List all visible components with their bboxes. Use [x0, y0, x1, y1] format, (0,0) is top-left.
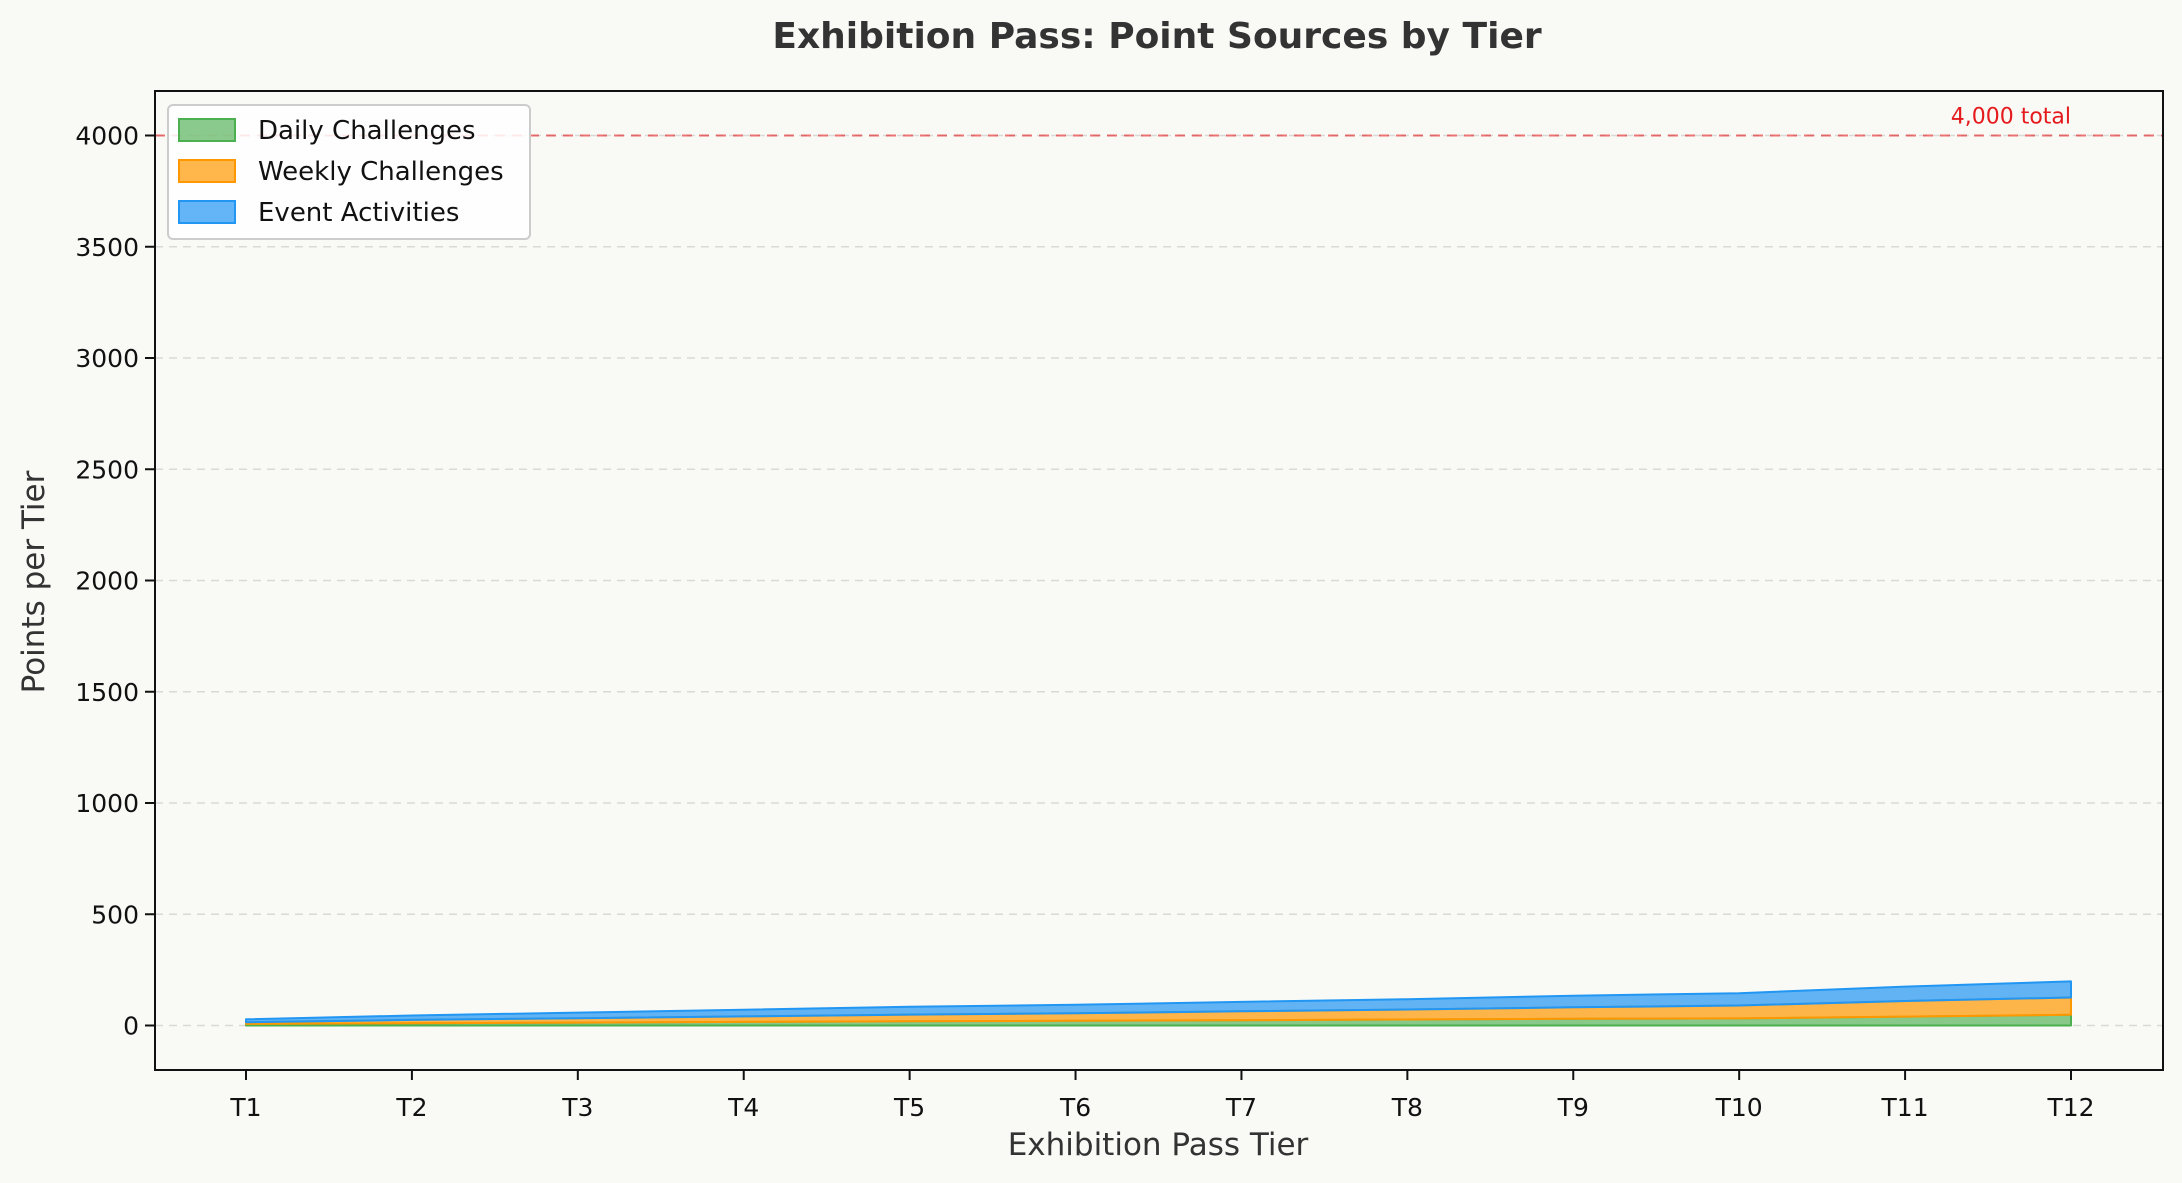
x-axis: T1 T2 T3 T4 T5 T6 T7 T8 T9 T10 T11 T12 [229, 1070, 2095, 1122]
legend-swatch-weekly-challenges [178, 159, 236, 183]
area-series [245, 980, 2072, 1027]
x-tick-label-T7: T7 [1225, 1093, 1257, 1122]
legend-label-weekly-challenges: Weekly Challenges [258, 157, 504, 187]
y-tick-label-500: 500 [91, 900, 139, 929]
y-tick-label-0: 0 [123, 1012, 139, 1041]
x-tick-label-T9: T9 [1557, 1093, 1589, 1122]
legend-label-event-activities: Event Activities [258, 198, 459, 228]
y-tick-label-2000: 2000 [75, 567, 139, 596]
x-tick-label-T10: T10 [1715, 1093, 1763, 1122]
y-tick-label-1000: 1000 [75, 789, 139, 818]
y-tick-label-4000: 4000 [75, 122, 139, 151]
y-tick-label-2500: 2500 [75, 455, 139, 484]
chart-title: Exhibition Pass: Point Sources by Tier [772, 16, 1542, 57]
legend-box [167, 104, 531, 240]
y-tick-label-3000: 3000 [75, 344, 139, 373]
grid-lines [155, 134, 2163, 1027]
x-axis-label: Exhibition Pass Tier [1008, 1127, 1309, 1163]
y-tick-label-1500: 1500 [75, 678, 139, 707]
reference-line-group: 4,000 total [155, 105, 2163, 137]
legend-swatch-daily-challenges [178, 118, 236, 142]
legend-label-daily-challenges: Daily Challenges [258, 116, 476, 146]
x-tick-label-T8: T8 [1391, 1093, 1423, 1122]
x-tick-label-T1: T1 [229, 1093, 261, 1122]
x-tick-label-T4: T4 [727, 1093, 759, 1122]
x-tick-label-T2: T2 [395, 1093, 427, 1122]
x-tick-label-T3: T3 [561, 1093, 593, 1122]
x-tick-label-T11: T11 [1881, 1093, 1929, 1122]
x-tick-label-T6: T6 [1059, 1093, 1091, 1122]
legend: Daily Challenges Weekly Challenges Event… [167, 104, 531, 240]
reference-line-label: 4,000 total [1951, 105, 2071, 130]
x-tick-label-T12: T12 [2046, 1093, 2094, 1122]
legend-swatch-event-activities [178, 200, 236, 224]
y-axis-label: Points per Tier [16, 470, 52, 693]
y-axis: 0 500 1000 1500 2000 2500 3000 3500 4000 [75, 122, 155, 1041]
x-tick-label-T5: T5 [893, 1093, 925, 1122]
area-event-activities [245, 980, 2072, 1024]
y-tick-label-3500: 3500 [75, 233, 139, 262]
